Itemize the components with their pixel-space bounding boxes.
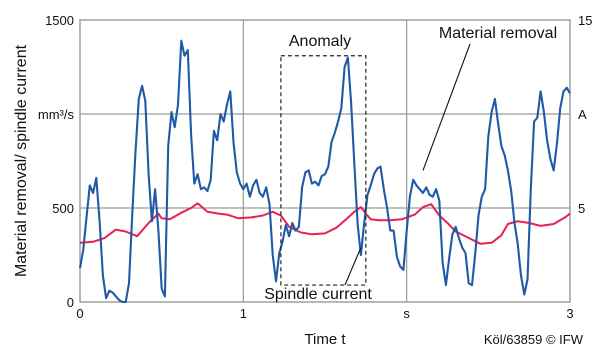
y-right-tick-label: 5	[578, 201, 585, 216]
y-axis-label: Material removal/ spindle current	[13, 44, 30, 277]
y-left-tick-label: mm³/s	[38, 107, 75, 122]
gridlines	[80, 20, 570, 302]
x-tick-label: 3	[566, 306, 573, 321]
x-tick-label: 1	[240, 306, 247, 321]
anomaly-box	[280, 55, 367, 286]
y-left-tick-label: 0	[67, 295, 74, 310]
copyright-credit: Köl/63859 © IFW	[484, 332, 584, 347]
x-axis-label: Time t	[304, 331, 346, 348]
y-left-tick-label: 500	[52, 201, 74, 216]
series-line-material-removal	[79, 202, 571, 245]
series-group	[78, 39, 571, 304]
material-removal-leader-line	[422, 43, 471, 171]
x-tick-label: s	[403, 306, 410, 321]
plot-frame	[79, 19, 571, 303]
x-tick-label: 0	[76, 306, 83, 321]
spindle-current-label: Spindle current	[264, 286, 372, 303]
y-right-tick-label: A	[578, 107, 587, 122]
material-removal-label: Material removal	[439, 25, 557, 42]
y-left-tick-label: 1500	[45, 13, 74, 28]
spindle-current-leader-line	[344, 247, 362, 286]
anomaly-label: Anomaly	[289, 33, 351, 50]
tick-labels: 0 500 mm³/s 1500 5 A 15 0 1 s 3	[38, 13, 593, 321]
y-right-tick-label: 15	[578, 13, 592, 28]
series-line-spindle-current	[78, 39, 571, 304]
